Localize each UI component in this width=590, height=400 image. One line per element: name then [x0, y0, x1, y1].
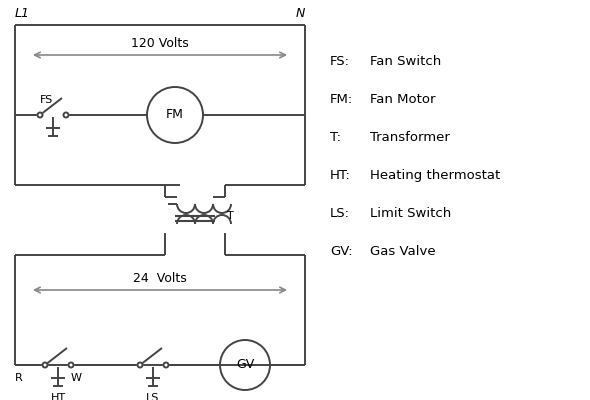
Text: Gas Valve: Gas Valve	[370, 245, 435, 258]
Text: 24  Volts: 24 Volts	[133, 272, 187, 285]
Text: Heating thermostat: Heating thermostat	[370, 169, 500, 182]
Text: HT:: HT:	[330, 169, 351, 182]
Text: GV: GV	[236, 358, 254, 372]
Circle shape	[137, 362, 143, 368]
Text: FS: FS	[40, 95, 53, 105]
Text: 120 Volts: 120 Volts	[131, 37, 189, 50]
Text: T: T	[227, 211, 234, 221]
Text: LS: LS	[146, 393, 160, 400]
Text: LS:: LS:	[330, 207, 350, 220]
Circle shape	[64, 112, 68, 118]
Circle shape	[42, 362, 48, 368]
Text: GV:: GV:	[330, 245, 353, 258]
Text: R: R	[15, 373, 23, 383]
Text: T:: T:	[330, 131, 341, 144]
Circle shape	[38, 112, 42, 118]
Text: Fan Motor: Fan Motor	[370, 93, 435, 106]
Circle shape	[68, 362, 74, 368]
Text: FM: FM	[166, 108, 184, 122]
Text: Limit Switch: Limit Switch	[370, 207, 451, 220]
Circle shape	[163, 362, 169, 368]
Text: W: W	[71, 373, 82, 383]
Text: Fan Switch: Fan Switch	[370, 55, 441, 68]
Text: FS:: FS:	[330, 55, 350, 68]
Text: N: N	[296, 7, 305, 20]
Text: Transformer: Transformer	[370, 131, 450, 144]
Text: L1: L1	[15, 7, 30, 20]
Text: FM:: FM:	[330, 93, 353, 106]
Text: HT: HT	[50, 393, 65, 400]
